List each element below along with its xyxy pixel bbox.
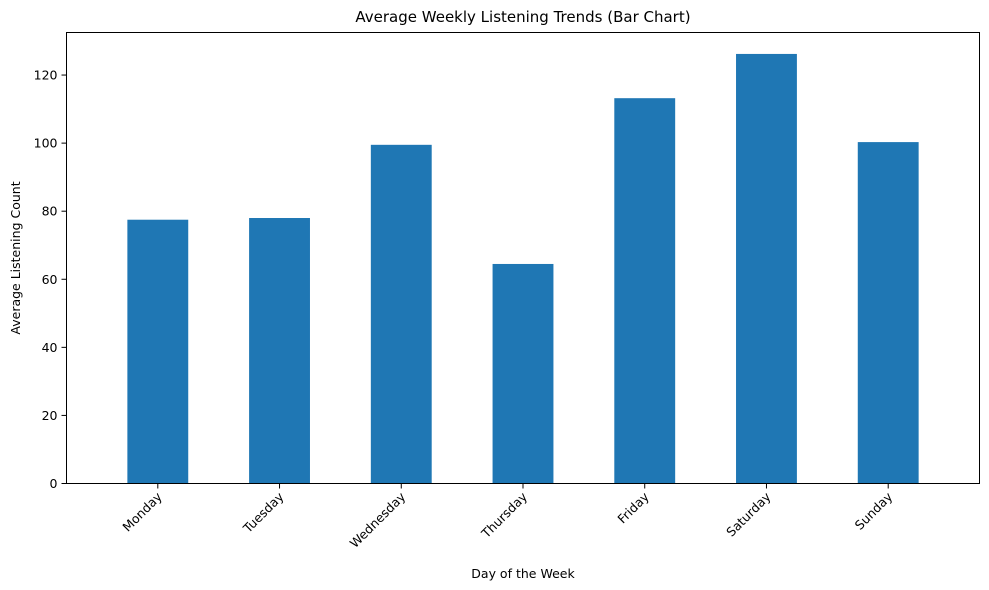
x-tick-label-saturday: Saturday [723,489,774,540]
bar-thursday [492,263,554,484]
y-tick-label: 0 [50,476,58,491]
bar-tuesday [249,218,310,484]
y-axis: 0 20 40 60 80 100 120 [34,68,67,491]
y-tick-label: 80 [42,204,58,219]
bar-friday [614,98,676,484]
x-tick-label-tuesday: Tuesday [239,489,287,537]
bar-wednesday [370,144,432,484]
y-tick-label: 60 [42,272,58,287]
y-tick-label: 20 [42,408,58,423]
bar-monday [127,219,189,484]
bar-saturday [736,53,797,484]
x-tick-label-friday: Friday [614,489,652,527]
y-tick-label: 100 [34,136,58,151]
y-tick-label: 40 [42,340,58,355]
x-axis: Monday Tuesday Wednesday Thursday Friday Satu… [119,483,896,551]
y-axis-label: Average Listening Count [8,181,23,334]
x-tick-label-wednesday: Wednesday [347,489,409,551]
chart-title: Average Weekly Listening Trends (Bar Cha… [355,8,690,26]
x-tick-label-thursday: Thursday [478,489,531,542]
x-tick-label-monday: Monday [119,489,165,535]
bar-sunday [857,142,919,484]
y-tick-label: 120 [34,68,58,83]
x-tick-label-sunday: Sunday [852,489,896,533]
plot-area [127,53,919,484]
x-axis-label: Day of the Week [471,566,575,581]
